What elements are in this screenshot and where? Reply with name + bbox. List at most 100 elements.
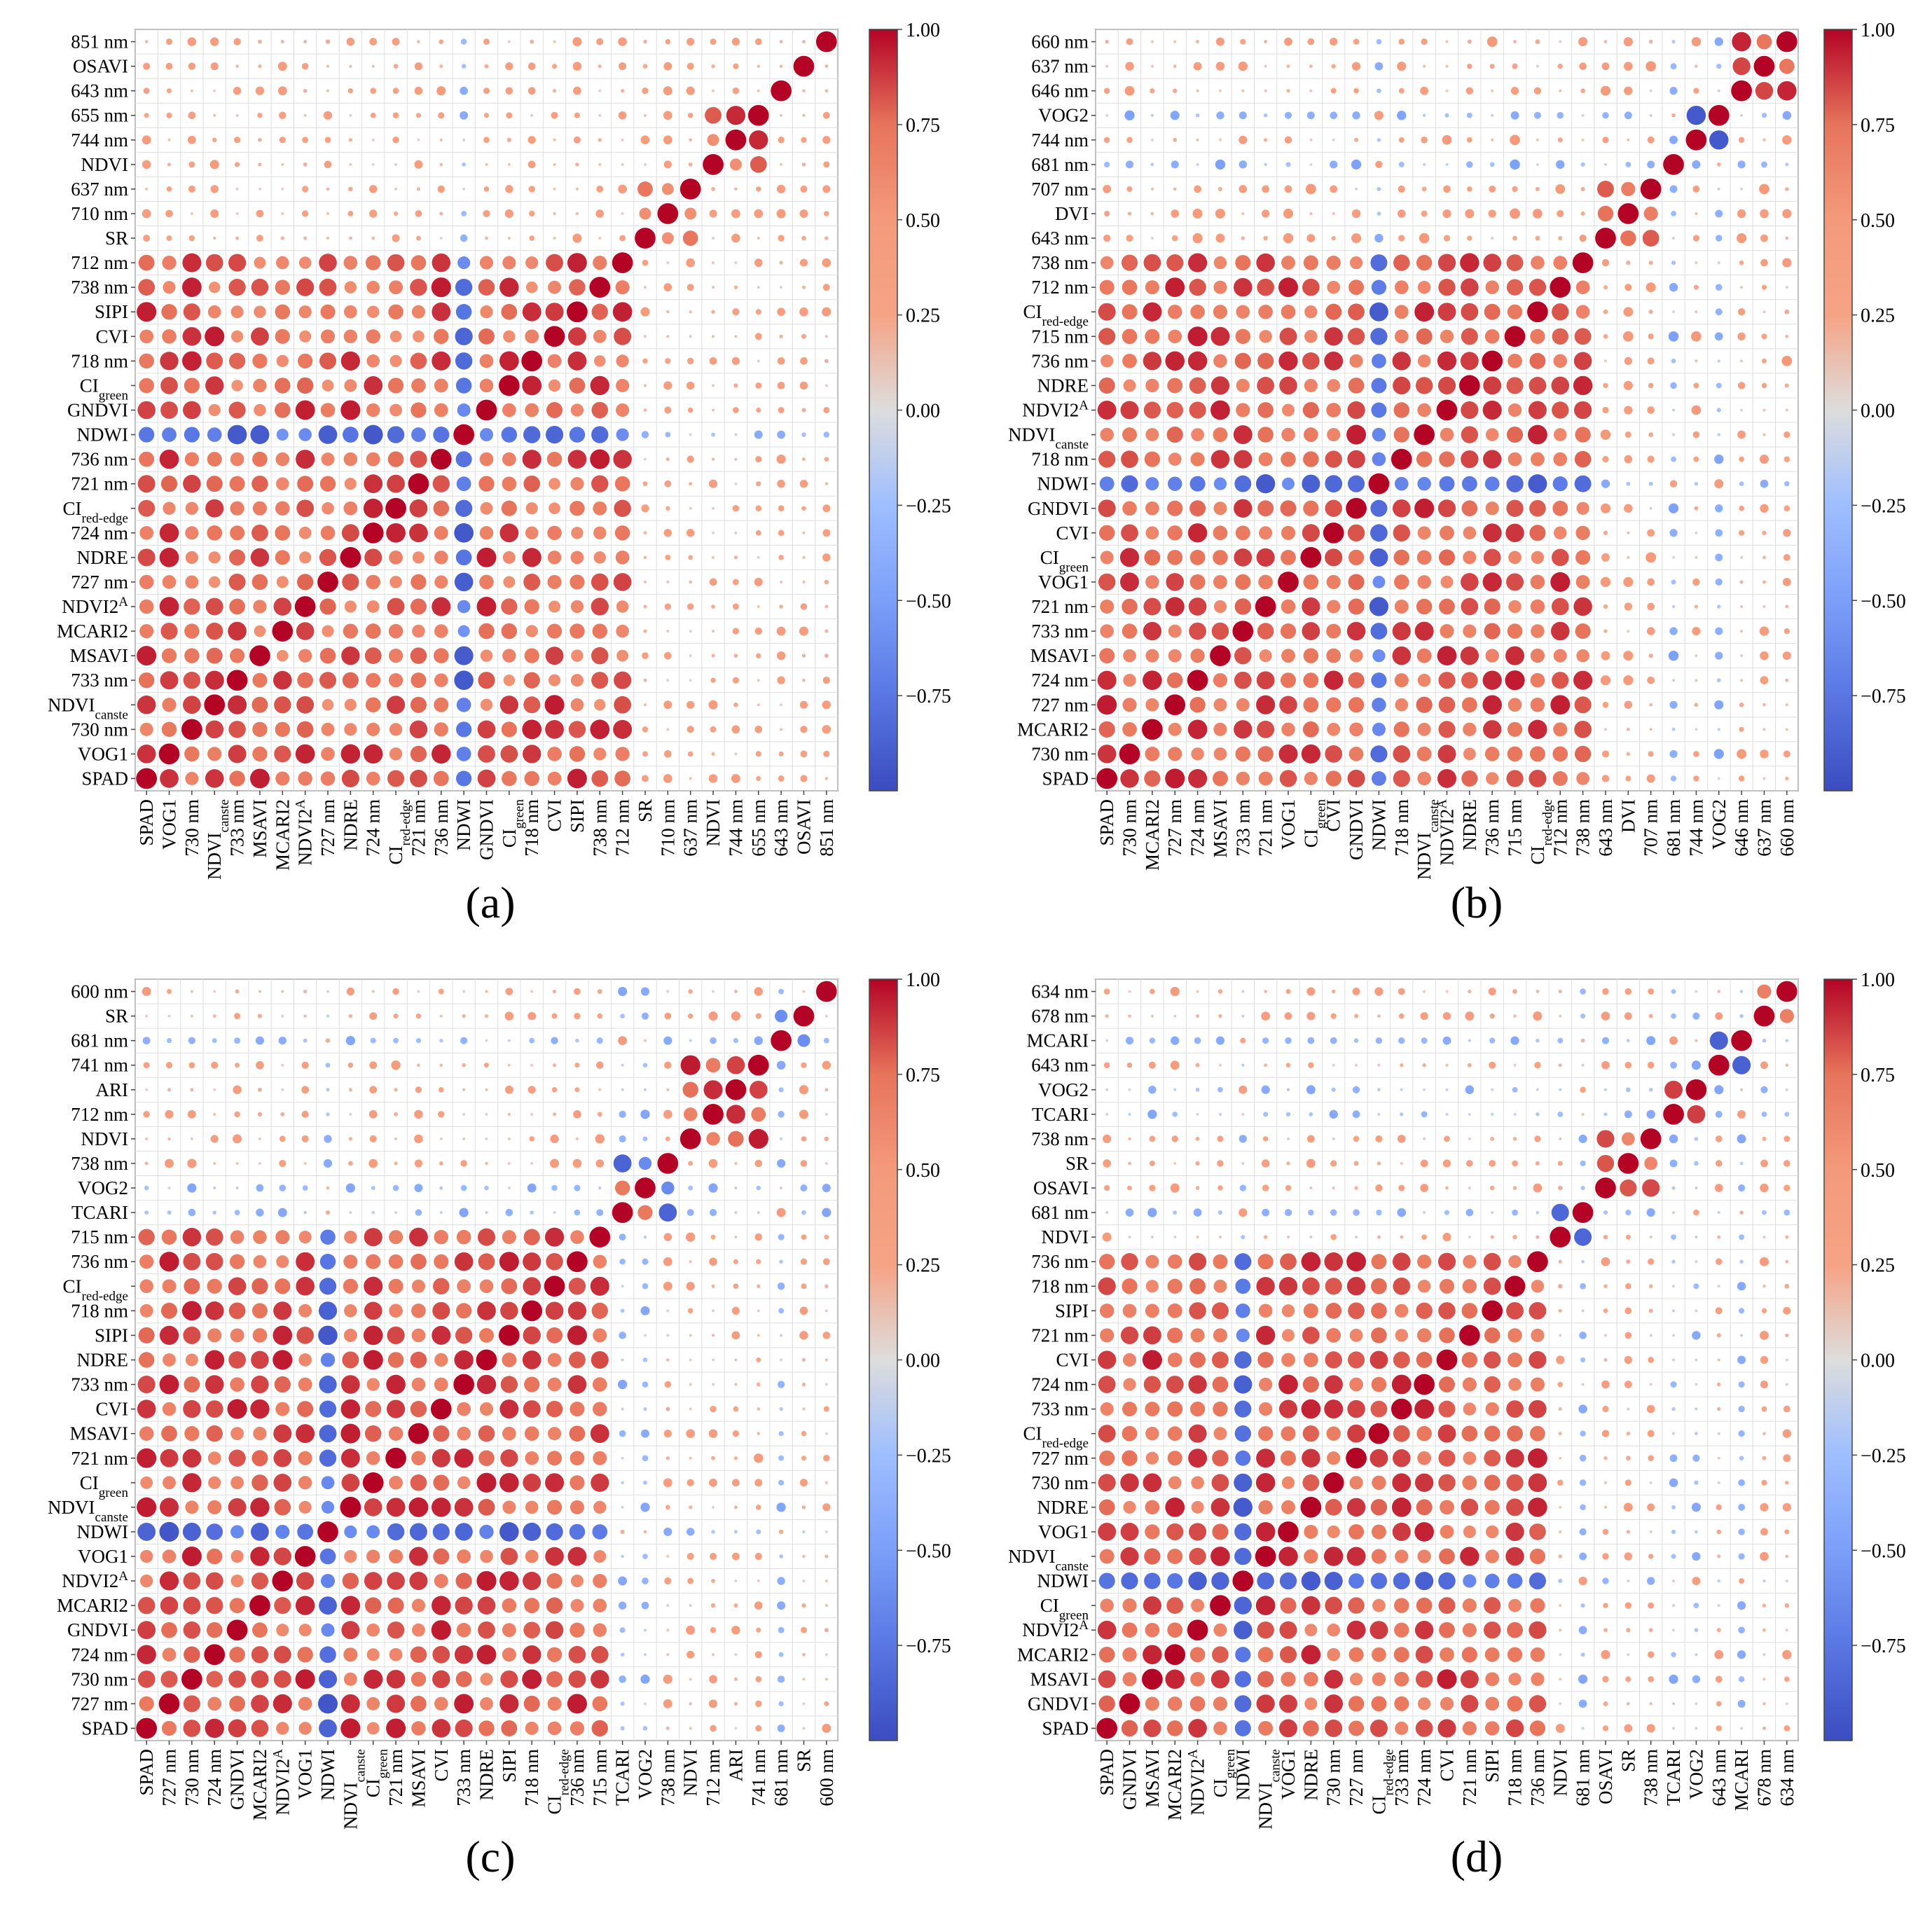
y-tick-vog2: VOG2: [78, 1177, 128, 1198]
bubble-msavi-712-nm: [1213, 280, 1227, 294]
bubble-736-nm-643-nm: [1534, 1062, 1541, 1069]
bubble-sr-ndvi-canste: [1624, 1552, 1633, 1561]
bubble-738-nm-vog2: [1648, 1088, 1653, 1092]
bubble-tcari-vog2: [615, 1180, 630, 1196]
bubble-ndvi-canste-721-nm: [206, 476, 223, 492]
colorbar-tick: 0.50: [1861, 1160, 1895, 1182]
bubble-643-nm-tcari: [1715, 1110, 1723, 1118]
bubble-ndvi-canste-ndvi2-a: [205, 597, 223, 616]
bubble-730-nm-600-nm: [190, 990, 193, 993]
bubble-ndvi-ndre: [689, 1358, 692, 1362]
bubble-718-nm-681-nm: [1398, 161, 1405, 167]
bubble-730-nm-vog2: [187, 1183, 197, 1193]
bubble-730-nm-vog2: [1124, 110, 1135, 120]
bubble-741-nm-730-nm: [755, 1675, 762, 1682]
bubble-ndre-ndvi: [485, 1137, 488, 1140]
bubble-vog1-712-nm: [1278, 277, 1299, 298]
bubble-msavi-851-nm: [258, 39, 262, 44]
bubble-vog2-cvi: [1695, 1358, 1698, 1362]
bubble-727-nm-730-nm: [321, 722, 335, 736]
bubble-ndvi-736-nm: [711, 457, 715, 461]
bubble-mcari2-ndvi: [1173, 1236, 1177, 1239]
bubble-vog2-643-nm: [1715, 235, 1723, 242]
bubble-643-nm-gndvi: [778, 406, 785, 414]
bubble-718-nm-spad: [1393, 770, 1410, 787]
bubble-718-nm-ci-green: [523, 1473, 541, 1492]
bubble-721-nm-712-nm: [394, 1112, 399, 1116]
bubble-vog2-ndvi-canste: [1717, 433, 1720, 436]
bubble-gndvi-mcari2: [1349, 722, 1363, 737]
bubble-712-nm-741-nm: [705, 1058, 721, 1073]
bubble-ndvi-canste-ci-green: [341, 1474, 360, 1492]
bubble-637-nm-sipi: [689, 310, 692, 314]
bubble-721-nm-ndvi-canste: [386, 1498, 406, 1517]
bubble-mcari2-mcari2: [1142, 719, 1163, 740]
bubble-634-nm-681-nm: [1783, 1209, 1790, 1216]
bubble-mcari2-sr: [280, 236, 284, 240]
bubble-spad-637-nm: [145, 187, 149, 191]
x-tick-724-nm: 724 nm: [204, 1749, 225, 1806]
bubble-678-nm-724-nm: [1760, 1380, 1769, 1389]
bubble-vog2-721-nm: [1692, 1331, 1701, 1340]
bubble-ndre-710-nm: [347, 211, 354, 216]
bubble-ndvi2-a-vog1: [295, 744, 315, 764]
bubble-spad-cvi: [139, 329, 154, 344]
bubble-gndvi-ari: [233, 1085, 242, 1095]
bubble-ndwi-cvi: [455, 327, 473, 345]
bubble-724-nm-spad: [205, 1718, 224, 1738]
bubble-721-nm-mcari: [1468, 1039, 1471, 1042]
bubble-724-nm-ndvi: [1421, 1234, 1427, 1240]
bubble-736-nm-736-nm: [430, 448, 452, 470]
bubble-ci-red-edge-634-nm: [1374, 987, 1384, 996]
bubble-ndvi-canste-ndvi2-a: [342, 1572, 359, 1589]
bubble-655-nm-mcari2: [754, 627, 762, 635]
bubble-718-nm-718-nm: [521, 350, 543, 372]
bubble-dvi-643-nm: [1620, 230, 1636, 247]
y-tick-600-nm: 600 nm: [71, 981, 128, 1002]
bubble-643-nm-730-nm: [1717, 1481, 1720, 1484]
bubble-sipi-ci-red-edge: [501, 1278, 518, 1294]
bubble-ndvi-canste-ci-red-edge: [1258, 1426, 1274, 1442]
bubble-gndvi-643-nm: [1351, 233, 1362, 244]
bubble-ci-red-edge-727-nm: [547, 1696, 562, 1711]
bubble-spad-sr: [1103, 1159, 1112, 1168]
bubble-712-nm-643-nm: [1558, 235, 1563, 241]
bubble-spad-mcari2: [1098, 721, 1115, 738]
bubble-730-nm-643-nm: [1126, 234, 1133, 242]
bubble-730-nm-634-nm: [1331, 989, 1336, 994]
bubble-744-nm-730-nm: [731, 725, 740, 734]
bubble-ci-green-718-nm: [1303, 451, 1319, 467]
bubble-721-nm-dvi: [1261, 209, 1270, 218]
bubble-727-nm-msavi: [161, 1425, 177, 1442]
bubble-ndwi-727-nm: [454, 572, 474, 592]
bubble-744-nm-gndvi: [733, 407, 739, 413]
bubble-sr-724-nm: [1624, 1381, 1632, 1389]
bubble-643-nm-ndvi-canste: [1717, 1554, 1721, 1558]
bubble-ndwi-spad: [1372, 771, 1386, 786]
bubble-733-nm-cvi: [1235, 525, 1250, 541]
bubble-ndvi2-a-721-nm: [297, 476, 314, 492]
bubble-vog1-736-nm: [159, 449, 179, 469]
bubble-736-nm-600-nm: [574, 988, 581, 995]
bubble-mcari2-724-nm: [1143, 670, 1162, 691]
x-tick-660-nm: 660 nm: [1776, 799, 1798, 857]
bubble-730-nm-msavi: [184, 648, 200, 663]
bubble-mcari2-733-nm: [1167, 1401, 1183, 1417]
bubble-gndvi-msavi: [230, 1427, 244, 1441]
bubble-681-nm-727-nm: [1669, 700, 1678, 709]
bubble-738-nm-681-nm: [1580, 162, 1585, 167]
bubble-600-nm-sipi: [822, 1332, 831, 1339]
bubble-681-nm-osavi: [1580, 1185, 1585, 1191]
bubble-ndwi-681-nm: [325, 1038, 331, 1043]
bubble-ndvi-canste-cvi: [1417, 526, 1431, 540]
bubble-ndre-ndre: [1458, 375, 1480, 396]
bubble-tcari-681-nm: [1672, 1211, 1676, 1215]
bubble-ndvi-canste-643-nm: [1264, 1063, 1268, 1067]
bubble-712-nm-gndvi: [616, 403, 630, 417]
bubble-727-nm-660-nm: [1173, 40, 1177, 43]
bubble-712-nm-733-nm: [712, 1383, 715, 1386]
bubble-678-nm-681-nm: [1761, 1210, 1767, 1215]
bubble-738-nm-733-nm: [664, 1381, 672, 1388]
bubble-vog2-ndvi-canste: [1692, 1551, 1701, 1561]
bubble-712-nm-gndvi: [1552, 500, 1568, 516]
